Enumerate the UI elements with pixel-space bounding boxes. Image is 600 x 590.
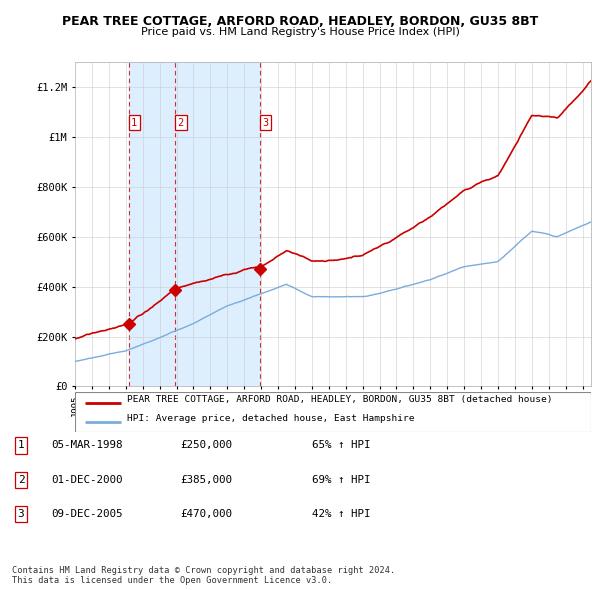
Text: Price paid vs. HM Land Registry's House Price Index (HPI): Price paid vs. HM Land Registry's House … xyxy=(140,27,460,37)
Bar xyxy=(175,62,260,386)
Text: 09-DEC-2005: 09-DEC-2005 xyxy=(51,509,122,519)
Text: 42% ↑ HPI: 42% ↑ HPI xyxy=(312,509,371,519)
Text: £470,000: £470,000 xyxy=(180,509,232,519)
Text: HPI: Average price, detached house, East Hampshire: HPI: Average price, detached house, East… xyxy=(127,414,414,423)
Text: 1: 1 xyxy=(17,441,25,450)
FancyBboxPatch shape xyxy=(75,392,591,432)
Text: 3: 3 xyxy=(262,118,269,128)
Text: 01-DEC-2000: 01-DEC-2000 xyxy=(51,475,122,484)
Text: £250,000: £250,000 xyxy=(180,441,232,450)
Text: Contains HM Land Registry data © Crown copyright and database right 2024.
This d: Contains HM Land Registry data © Crown c… xyxy=(12,566,395,585)
Text: 05-MAR-1998: 05-MAR-1998 xyxy=(51,441,122,450)
Text: 3: 3 xyxy=(17,509,25,519)
Text: 65% ↑ HPI: 65% ↑ HPI xyxy=(312,441,371,450)
Text: 2: 2 xyxy=(178,118,184,128)
Text: £385,000: £385,000 xyxy=(180,475,232,484)
Text: 1: 1 xyxy=(131,118,137,128)
Text: 2: 2 xyxy=(17,475,25,484)
Text: PEAR TREE COTTAGE, ARFORD ROAD, HEADLEY, BORDON, GU35 8BT: PEAR TREE COTTAGE, ARFORD ROAD, HEADLEY,… xyxy=(62,15,538,28)
Text: 69% ↑ HPI: 69% ↑ HPI xyxy=(312,475,371,484)
Text: PEAR TREE COTTAGE, ARFORD ROAD, HEADLEY, BORDON, GU35 8BT (detached house): PEAR TREE COTTAGE, ARFORD ROAD, HEADLEY,… xyxy=(127,395,552,404)
Bar xyxy=(128,62,175,386)
